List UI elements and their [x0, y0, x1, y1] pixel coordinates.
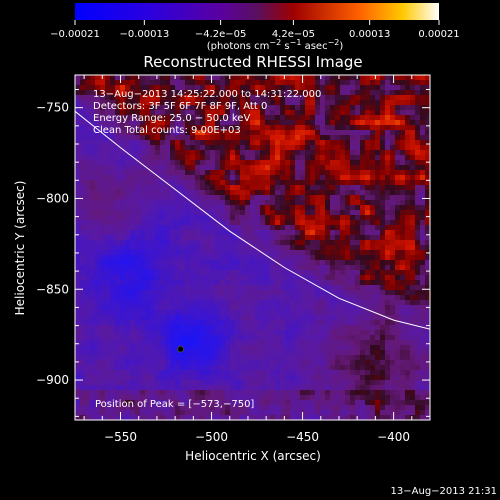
- y-tick-label: −900: [36, 373, 69, 387]
- colorbar-tick-label: −0.00021: [50, 29, 100, 40]
- x-tick-label: −400: [377, 430, 410, 444]
- info-line-detectors: Detectors: 3F 5F 6F 7F 8F 9F, Att 0: [93, 101, 267, 112]
- colorbar-tick-label: 0.00021: [418, 29, 459, 40]
- info-line-time: 13−Aug−2013 14:25:22.000 to 14:31:22.000: [93, 89, 321, 100]
- colorbar-units-label: (photons cm−2 s−1 asec−2): [207, 38, 344, 52]
- colorbar-units-part: (photons cm: [207, 41, 270, 52]
- colorbar-tick-label: 4.2e−05: [272, 29, 315, 40]
- colorbar-units-part: asec: [301, 41, 327, 52]
- colorbar-units-part: −1: [290, 38, 302, 47]
- colorbar: [75, 3, 439, 20]
- solar-limb-curve: [75, 110, 430, 330]
- y-tick-label: −850: [36, 282, 69, 296]
- x-tick-label: −500: [195, 430, 228, 444]
- observation-info: 13−Aug−2013 14:25:22.000 to 14:31:22.000…: [93, 89, 321, 136]
- peak-position-label: Position of Peak = [−573,−750]: [95, 399, 254, 410]
- x-tick-label: −450: [286, 430, 319, 444]
- y-tick-label: −800: [36, 191, 69, 205]
- x-axis-label: Heliocentric X (arcsec): [185, 449, 321, 463]
- heatmap-image: [75, 75, 430, 420]
- plot-frame: [74, 74, 431, 421]
- colorbar-units-part: −2: [269, 38, 281, 47]
- colorbar-units-part: ): [339, 41, 343, 52]
- x-tick-label: −550: [104, 430, 137, 444]
- peak-marker: [177, 345, 185, 353]
- chart-title: Reconstructed RHESSI Image: [143, 53, 362, 71]
- y-tick-label: −750: [36, 101, 69, 115]
- info-line-energy: Energy Range: 25.0 − 50.0 keV: [93, 113, 250, 124]
- y-axis-label: Heliocentric Y (arcsec): [13, 181, 27, 316]
- colorbar-tick-label: 0.00013: [349, 29, 390, 40]
- colorbar-ticks: −0.00021 −0.00013 −4.2e−05 4.2e−05 0.00013 0.…: [50, 20, 460, 40]
- timestamp: 13−Aug−2013 21:31: [391, 486, 497, 497]
- colorbar-units-part: −2: [328, 38, 340, 47]
- colorbar-tick-label: −0.00013: [119, 29, 169, 40]
- colorbar-tick-label: −4.2e−05: [195, 29, 247, 40]
- colorbar-units-part: s: [281, 41, 289, 52]
- info-line-counts: Clean Total counts: 9.00E+03: [93, 125, 241, 136]
- axis-ticks: −550 −500 −450 −400 −900 −850 −800 −750: [36, 75, 431, 444]
